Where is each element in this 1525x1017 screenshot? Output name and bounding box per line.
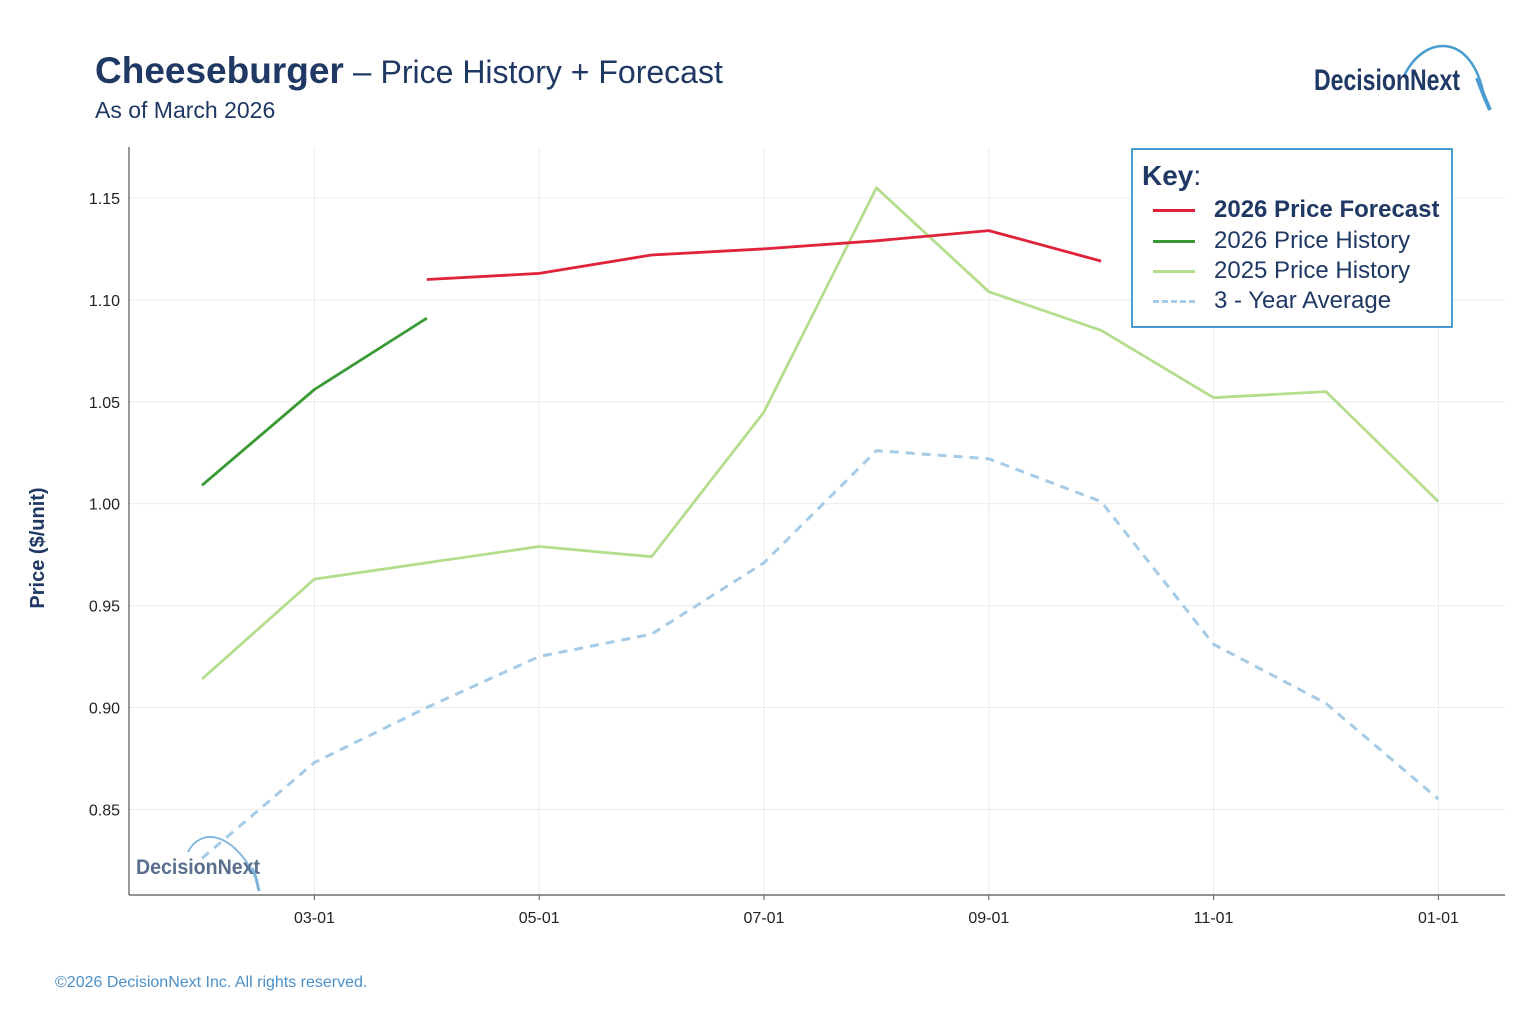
legend-swatch	[1153, 240, 1195, 243]
decisionnext-logo: DecisionNext	[1314, 44, 1492, 111]
x-tick-label: 09-01	[968, 910, 1009, 927]
legend-label: 2026 Price Forecast	[1214, 196, 1440, 223]
x-ticks: 03-01 05-01 07-01 09-01 11-01 01-01	[294, 895, 1459, 927]
x-tick-label: 03-01	[294, 910, 335, 927]
y-tick-label: 0.95	[89, 599, 120, 616]
legend-title-text: Key	[1142, 160, 1194, 191]
legend: Key: 2026 Price Forecast 2026 Price Hist…	[1131, 148, 1453, 328]
y-tick-label: 0.90	[89, 700, 120, 717]
product-name: Cheeseburger	[95, 50, 344, 91]
legend-swatch	[1153, 270, 1195, 273]
series-line-2026-price-forecast	[426, 229, 1102, 281]
y-axis-label: Price ($/unit)	[27, 487, 49, 608]
copyright-footer: ©2026 DecisionNext Inc. All rights reser…	[55, 974, 368, 991]
x-tick-label: 07-01	[744, 910, 785, 927]
legend-item-2026-forecast: 2026 Price Forecast	[1153, 196, 1453, 226]
logo-text-decision: DecisionNext	[1314, 64, 1460, 97]
x-tick-label: 05-01	[519, 910, 560, 927]
legend-item-3yr-average: 3 - Year Average	[1153, 287, 1453, 317]
x-tick-label: 11-01	[1194, 910, 1234, 927]
series-line-2025-price-history	[201, 186, 1440, 681]
legend-label: 3 - Year Average	[1214, 287, 1392, 314]
title-subtitle: Price History + Forecast	[380, 54, 723, 90]
legend-title: Key:	[1142, 160, 1201, 192]
legend-label: 2025 Price History	[1214, 257, 1411, 284]
watermark-text: DecisionNext	[136, 856, 260, 879]
legend-item-2025-history: 2025 Price History	[1153, 257, 1453, 287]
watermark-logo: DecisionNext	[136, 836, 261, 892]
legend-item-2026-history: 2026 Price History	[1153, 227, 1453, 257]
y-tick-label: 1.15	[89, 191, 120, 208]
legend-swatch	[1153, 209, 1195, 212]
title-dash: –	[343, 53, 381, 90]
y-ticks: 0.85 0.90 0.95 1.00 1.05 1.10 1.15	[89, 191, 120, 819]
legend-label: 2026 Price History	[1214, 227, 1411, 254]
y-tick-label: 1.05	[89, 395, 120, 412]
series-line-2026-price-history	[201, 317, 428, 487]
y-tick-label: 1.00	[89, 497, 120, 514]
series-lines	[201, 186, 1440, 860]
y-tick-label: 1.10	[89, 293, 120, 310]
series-line-3-year-average	[201, 449, 1440, 860]
y-tick-label: 0.85	[89, 802, 120, 819]
legend-title-colon: :	[1193, 160, 1202, 191]
legend-swatch	[1153, 300, 1195, 303]
x-tick-label: 01-01	[1418, 910, 1459, 927]
as-of-date: As of March 2026	[95, 97, 276, 123]
chart-title: Cheeseburger – Price History + Forecast	[95, 50, 723, 92]
